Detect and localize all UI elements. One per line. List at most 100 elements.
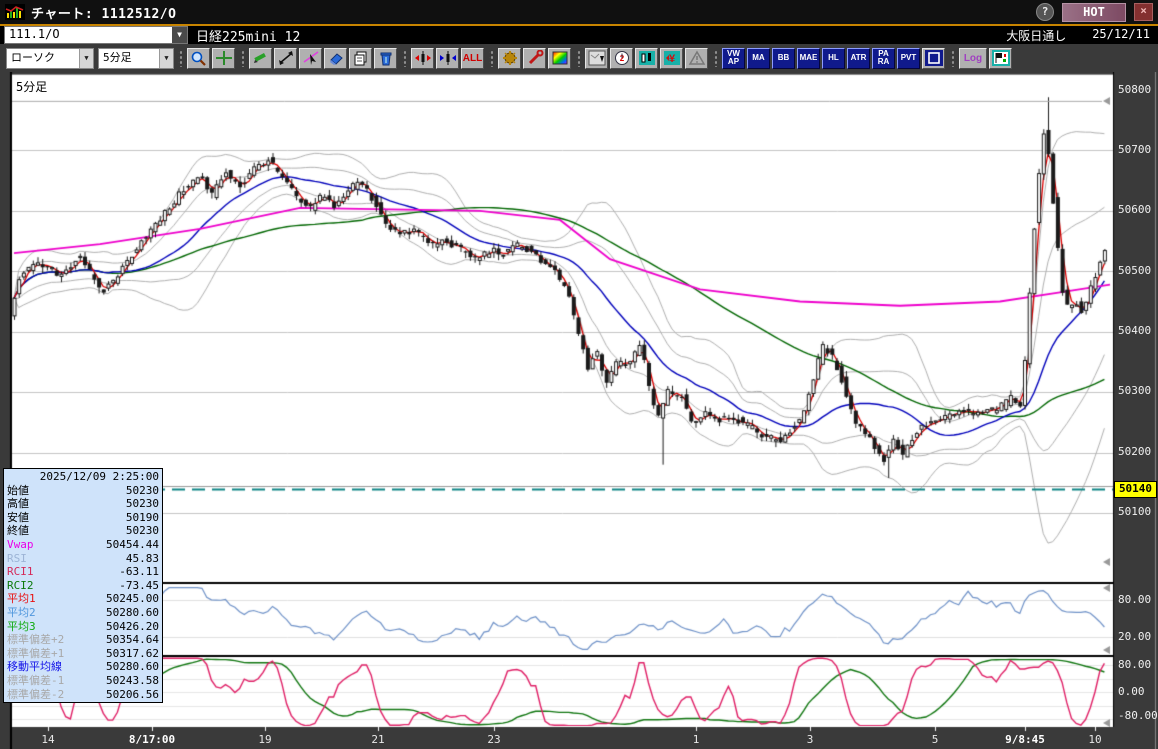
toolbar-group-grip[interactable] [576, 49, 580, 67]
info-row-label: RCI2 [7, 578, 34, 592]
info-row-value: 50454.44 [106, 537, 159, 551]
info-row: 終値 50230 [4, 524, 162, 538]
info-row-value: 50354.64 [106, 633, 159, 647]
chevron-down-icon[interactable]: ▼ [159, 48, 173, 68]
session-date: 25/12/11 [1092, 26, 1150, 41]
info-row: 標準偏差+1 50317.62 [4, 647, 162, 661]
price-chart-canvas[interactable] [0, 72, 1158, 749]
price-yen-icon[interactable]: ¥ [660, 47, 683, 69]
info-row-value: 50245.00 [106, 592, 159, 606]
trash-icon[interactable] [374, 47, 397, 69]
crosshair-grid-icon[interactable] [212, 47, 235, 69]
instrument-name: 日経225mini 12 [196, 29, 301, 45]
copy-icon[interactable] [349, 47, 372, 69]
toolbar-group-grip[interactable] [240, 49, 244, 67]
shrink-bars-icon[interactable] [436, 47, 459, 69]
color-palette-icon[interactable] [548, 47, 571, 69]
symbol-combobox[interactable]: 111.1/O ▼ [4, 26, 188, 44]
info-row-label: 平均2 [7, 605, 36, 619]
info-row-value: -73.45 [119, 578, 159, 592]
chevron-down-icon[interactable]: ▼ [172, 27, 187, 43]
svg-text:2: 2 [619, 54, 624, 63]
indicator-bb-button[interactable]: BB [772, 47, 795, 69]
info-row-value: 50426.20 [106, 619, 159, 633]
log-scale-button[interactable]: Log [959, 47, 987, 69]
toolbar-group-grip[interactable] [402, 49, 406, 67]
expand-bars-icon[interactable] [411, 47, 434, 69]
info-row: RSI 45.83 [4, 552, 162, 566]
time-axis-label: 1 [692, 733, 700, 746]
draw-pencil-icon[interactable] [249, 47, 272, 69]
toolbar-group-grip[interactable] [489, 49, 493, 67]
symbol-bar: 111.1/O ▼ 日経225mini 12 大阪日通し 25/12/11 [0, 26, 1158, 45]
bar-style-icon[interactable] [635, 47, 658, 69]
indicator-para-button[interactable]: PA RA [872, 47, 895, 69]
indicator-hl-button[interactable]: HL [822, 47, 845, 69]
info-row-label: 平均1 [7, 592, 36, 606]
alert-icon[interactable] [685, 47, 708, 69]
toolbar-group-grip[interactable] [950, 49, 954, 67]
close-icon[interactable]: × [1134, 3, 1153, 21]
chevron-down-icon[interactable]: ▼ [79, 48, 93, 68]
indicator-mae-button[interactable]: MAE [797, 47, 820, 69]
info-row-label: RSI [7, 551, 27, 565]
info-row: 平均1 50245.00 [4, 592, 162, 606]
indicator-vwap-button[interactable]: VW AP [722, 47, 745, 69]
ohlc-info-panel: 2025/12/09 2:25:00 始値 50230 高値 50230 安値 50190… [3, 468, 163, 704]
info-row-value: 50243.58 [106, 673, 159, 687]
info-row: 始値 50230 [4, 484, 162, 498]
zoom-icon[interactable] [187, 47, 210, 69]
rci-axis-label: 80.00 [1118, 658, 1152, 671]
price-axis-label: 50200 [1118, 445, 1152, 458]
time-axis-label: 10 [1088, 733, 1102, 746]
show-all-button[interactable]: ALL [461, 47, 484, 69]
info-row: 移動平均線 50280.60 [4, 660, 162, 674]
chart-mode-icon[interactable] [989, 47, 1012, 69]
info-row: 高値 50230 [4, 497, 162, 511]
help-button[interactable]: ? [1036, 3, 1054, 21]
window-title: チャート: 1112512/O [31, 6, 177, 22]
info-timestamp: 2025/12/09 2:25:00 [39, 470, 159, 483]
hot-button[interactable]: HOT [1062, 2, 1126, 22]
toolbar-group-grip[interactable] [178, 49, 182, 67]
timeframe-combobox[interactable]: 5分足 ▼ [98, 47, 174, 69]
info-row: 平均2 50280.60 [4, 606, 162, 620]
info-row: RCI2 -73.45 [4, 579, 162, 593]
frame-icon[interactable] [922, 47, 945, 69]
indicator-ma-button[interactable]: MA [747, 47, 770, 69]
timeframe-badge: 5分足 [16, 80, 48, 94]
toolbar-group-grip[interactable] [713, 49, 717, 67]
info-row: 安値 50190 [4, 511, 162, 525]
price-axis-label: 50700 [1118, 143, 1152, 156]
indicator-atr-button[interactable]: ATR [847, 47, 870, 69]
info-row-value: 45.83 [125, 551, 159, 565]
tools-wrench-icon[interactable] [523, 47, 546, 69]
info-row-value: 50230 [125, 497, 159, 511]
price-axis-label: 50500 [1118, 264, 1152, 277]
chart-type-combobox[interactable]: ローソク ▼ [6, 47, 94, 69]
session-label: 大阪日通し [1006, 28, 1067, 43]
info-row-value: 50317.62 [106, 646, 159, 660]
info-row: Vwap 50454.44 [4, 538, 162, 552]
time-axis-label: 8/17:00 [128, 733, 176, 746]
toolbar: ローソク ▼ 5分足 ▼ ALL 2 ¥ VW AP MA BB MAE HL ATR PA RA… [0, 44, 1158, 73]
rsi-axis-label: 20.00 [1118, 630, 1152, 643]
eraser-icon[interactable] [324, 47, 347, 69]
info-row-label: 標準偏差+1 [7, 646, 65, 660]
time-axis-label: 23 [487, 733, 501, 746]
select-line-icon[interactable] [299, 47, 322, 69]
settings-gear-icon[interactable] [498, 47, 521, 69]
info-row-label: Vwap [7, 537, 34, 551]
info-row: RCI1 -63.11 [4, 565, 162, 579]
price-axis-label: 50300 [1118, 384, 1152, 397]
session-clock-icon[interactable]: 2 [610, 47, 633, 69]
indicator-pvt-button[interactable]: PVT [897, 47, 920, 69]
trendline-icon[interactable] [274, 47, 297, 69]
info-row-label: 標準偏差+2 [7, 633, 65, 647]
save-chart-icon[interactable] [585, 47, 608, 69]
info-row-label: 移動平均線 [7, 660, 62, 674]
info-row-label: 始値 [7, 483, 29, 497]
time-axis-label: 14 [41, 733, 55, 746]
info-row: 標準偏差-1 50243.58 [4, 674, 162, 688]
time-axis-label: 21 [371, 733, 385, 746]
